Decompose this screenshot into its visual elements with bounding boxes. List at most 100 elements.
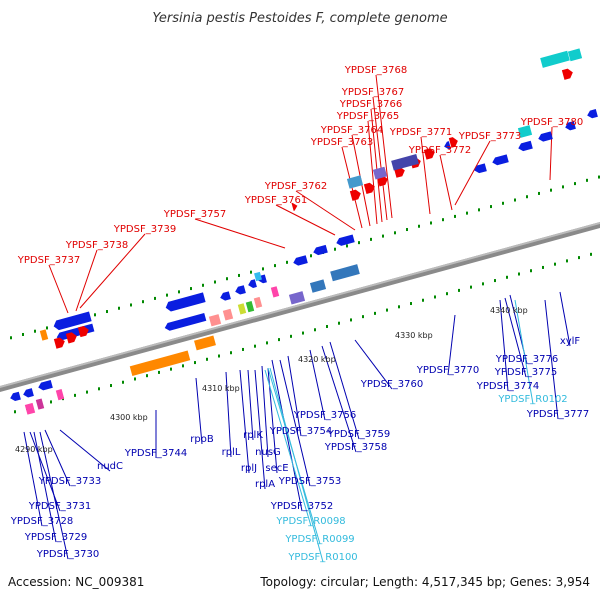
forward-gene-block — [391, 154, 419, 171]
scale-labels: 4290 kbp 4300 kbp 4310 kbp 4320 kbp 4330 kbp… — [15, 306, 528, 454]
tick-mark — [410, 302, 412, 306]
reverse-gene-block — [245, 301, 255, 313]
tick-mark — [574, 182, 576, 186]
tick-mark — [194, 361, 196, 365]
leader-line — [59, 429, 111, 472]
leader-line — [23, 431, 43, 527]
leader-line — [279, 359, 311, 487]
leader-line — [29, 431, 61, 512]
tick-mark — [334, 247, 336, 251]
gene-label: YPDSF_3780 — [520, 117, 583, 128]
tick-mark — [226, 277, 228, 281]
tick-mark — [218, 354, 220, 358]
tick-mark — [202, 283, 204, 287]
tick-mark — [230, 351, 232, 355]
leader-line — [454, 140, 491, 206]
gene-label: YPDSF_R0102 — [497, 394, 567, 405]
leader-line — [264, 369, 312, 527]
leader-line — [321, 345, 357, 453]
tick-mark — [14, 410, 16, 414]
gene-label: YPDSF_3728 — [10, 516, 73, 527]
tick-mark — [182, 364, 184, 368]
gene-label: YPDSF_3753 — [278, 476, 341, 487]
tick-mark — [274, 264, 276, 268]
tick-mark — [178, 290, 180, 294]
tick-mark — [422, 298, 424, 302]
reverse-gene-arrow — [474, 163, 487, 174]
tick-mark — [170, 367, 172, 371]
gene-label: YPDSF_3731 — [28, 501, 91, 512]
tick-mark — [214, 280, 216, 284]
gene-label: nudC — [97, 461, 123, 472]
reverse-gene-arrow — [23, 388, 34, 398]
reverse-gene-block — [288, 291, 306, 305]
tick-mark — [242, 347, 244, 351]
reverse-gene-arrow — [587, 109, 598, 119]
forward-gene-block — [39, 329, 49, 341]
tick-mark — [434, 295, 436, 299]
forward-gene-arrow — [349, 189, 361, 201]
tick-mark — [362, 315, 364, 319]
tick-mark — [374, 311, 376, 315]
forward-gene-arrow — [423, 148, 435, 160]
gene-label: YPDSF_3733 — [38, 476, 101, 487]
reverse-gene-arrow — [492, 154, 509, 166]
genome-summary-text: Topology: circular; Length: 4,517,345 bp… — [259, 575, 590, 589]
reverse-gene-block — [237, 303, 247, 315]
forward-gene-arrow — [448, 137, 458, 148]
reverse-gene-block — [208, 314, 222, 327]
gene-label: YPDSF_3738 — [65, 240, 128, 251]
forward-gene-block — [372, 166, 388, 180]
leader-line — [75, 249, 98, 312]
tick-mark — [254, 344, 256, 348]
scale-label: 4330 kbp — [395, 331, 433, 340]
leader-line — [247, 369, 254, 441]
gene-label: rpoB — [190, 434, 214, 445]
reverse-gene-arrow — [220, 291, 231, 301]
leader-line — [504, 297, 527, 378]
reverse-gene-arrow — [538, 131, 553, 142]
gene-label: YPDSF_3768 — [344, 65, 407, 76]
accession-text: Accession: NC_009381 — [8, 575, 144, 589]
tick-mark — [550, 188, 552, 192]
tick-mark — [542, 265, 544, 269]
reverse-gene-block — [253, 296, 263, 309]
tick-mark — [466, 211, 468, 215]
tick-mark — [266, 341, 268, 345]
leader-line — [271, 359, 303, 512]
leader-line — [225, 371, 232, 458]
tick-mark — [290, 334, 292, 338]
tick-mark — [562, 185, 564, 189]
tick-mark — [10, 336, 12, 340]
gene-label: YPDSF_3744 — [124, 448, 187, 459]
tick-mark — [94, 313, 96, 317]
leader-line — [420, 136, 431, 215]
tick-mark — [34, 329, 36, 333]
tick-mark — [278, 338, 280, 342]
tick-mark — [238, 273, 240, 277]
gene-label: YPDSF_3729 — [24, 532, 87, 543]
forward-gene-block — [346, 175, 364, 189]
gene-label: YPDSF_3757 — [163, 209, 226, 220]
tick-mark — [346, 244, 348, 248]
tick-mark — [386, 308, 388, 312]
tick-mark — [154, 296, 156, 300]
forward-gene-arrow — [77, 325, 89, 338]
tick-mark — [398, 305, 400, 309]
gene-label: nusG — [255, 447, 281, 458]
gene-label: YPDSF_3756 — [293, 410, 356, 421]
leader-line — [79, 233, 146, 309]
gene-label: rplA — [255, 479, 275, 490]
gene-label: YPDSF_3730 — [36, 549, 99, 560]
tick-mark — [578, 256, 580, 260]
leader-line — [309, 349, 326, 421]
reverse-gene-block — [222, 308, 234, 321]
tick-mark — [122, 380, 124, 384]
tick-mark — [134, 377, 136, 381]
scale-label: 4320 kbp — [298, 355, 336, 364]
reverse-gene-arrow — [293, 255, 308, 266]
label-leader-lines — [23, 74, 571, 563]
tick-mark — [166, 293, 168, 297]
tick-mark — [190, 287, 192, 291]
reverse-gene-arrow — [38, 379, 53, 391]
